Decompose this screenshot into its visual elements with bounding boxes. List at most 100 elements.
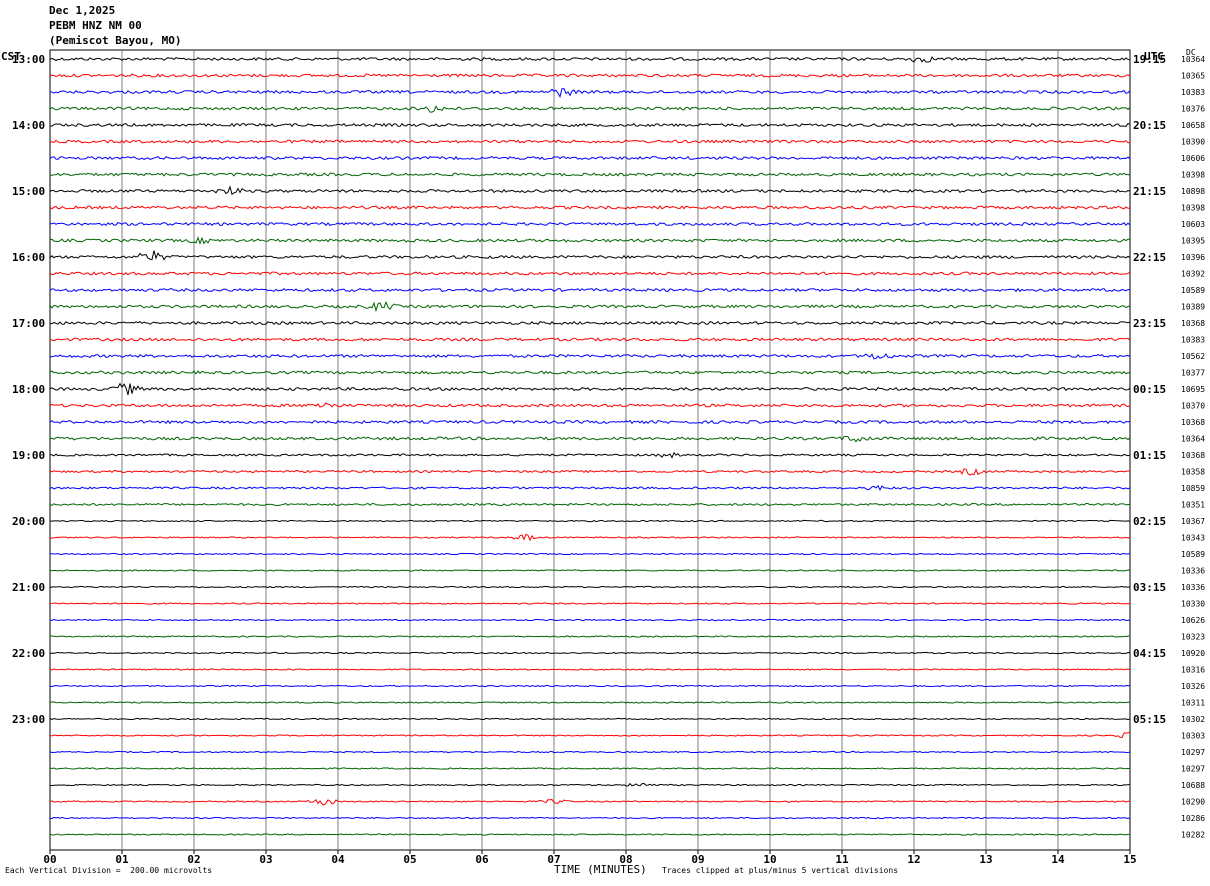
trace-2: [49, 88, 1131, 99]
dc-offset-11: 10395: [1181, 237, 1205, 246]
scale-note: Each Vertical Division = 200.00 microvol…: [5, 866, 213, 875]
x-tick-label-08: 08: [619, 853, 632, 866]
trace-5: [49, 139, 1131, 144]
trace-39: [49, 701, 1131, 704]
trace-22: [49, 419, 1131, 425]
dc-offset-34: 10626: [1181, 616, 1205, 625]
dc-offset-0: 10364: [1181, 55, 1205, 64]
trace-27: [49, 502, 1131, 507]
dc-offset-21: 10370: [1181, 402, 1205, 411]
dc-offset-29: 10343: [1181, 534, 1205, 543]
cst-hour-label-2: 15:00: [12, 185, 45, 198]
trace-44: [49, 782, 1131, 787]
cst-hour-label-9: 22:00: [12, 647, 45, 660]
cst-hour-label-3: 16:00: [12, 251, 45, 264]
trace-21: [49, 402, 1131, 408]
trace-26: [49, 484, 1131, 492]
trace-16: [49, 320, 1131, 326]
dc-offset-5: 10390: [1181, 138, 1205, 147]
dc-offset-15: 10389: [1181, 303, 1205, 312]
utc-hour-label-9: 04:15: [1133, 647, 1166, 660]
trace-33: [49, 602, 1131, 605]
trace-47: [49, 833, 1131, 836]
trace-12: [49, 250, 1131, 261]
trace-46: [49, 816, 1131, 820]
x-tick-label-10: 10: [763, 853, 776, 866]
plot-frame: [49, 49, 1131, 851]
dc-offset-37: 10316: [1181, 666, 1205, 675]
utc-axis-label: UTC: [1144, 50, 1164, 63]
station-location: (Pemiscot Bayou, MO): [49, 34, 182, 47]
dc-offset-13: 10392: [1181, 270, 1205, 279]
cst-hour-label-1: 14:00: [12, 119, 45, 132]
trace-24: [49, 451, 1131, 459]
trace-38: [49, 684, 1131, 688]
dc-offset-20: 10695: [1181, 385, 1205, 394]
dc-offset-28: 10367: [1181, 517, 1205, 526]
trace-28: [49, 519, 1131, 523]
dc-offset-7: 10398: [1181, 171, 1205, 180]
dc-offset-41: 10303: [1181, 732, 1205, 741]
trace-1: [49, 73, 1131, 78]
x-tick-label-13: 13: [979, 853, 992, 866]
x-tick-label-15: 15: [1123, 853, 1136, 866]
trace-43: [49, 767, 1131, 770]
dc-offset-4: 10658: [1181, 121, 1205, 130]
trace-29: [49, 533, 1131, 542]
trace-11: [49, 236, 1131, 246]
dc-offset-1: 10365: [1181, 72, 1205, 81]
trace-42: [49, 750, 1131, 754]
cst-hour-label-10: 23:00: [12, 713, 45, 726]
x-tick-label-14: 14: [1051, 853, 1065, 866]
cst-hour-label-0: 13:00: [12, 53, 45, 66]
utc-hour-label-3: 22:15: [1133, 251, 1166, 264]
trace-25: [49, 468, 1131, 476]
trace-23: [49, 435, 1131, 443]
utc-hour-label-10: 05:15: [1133, 713, 1166, 726]
x-tick-label-02: 02: [187, 853, 200, 866]
trace-7: [49, 172, 1131, 177]
utc-hour-label-6: 01:15: [1133, 449, 1166, 462]
trace-8: [49, 185, 1131, 196]
utc-hour-label-2: 21:15: [1133, 185, 1166, 198]
x-tick-label-09: 09: [691, 853, 704, 866]
dc-offset-30: 10589: [1181, 550, 1205, 559]
dc-offset-9: 10398: [1181, 204, 1205, 213]
dc-offset-38: 10326: [1181, 682, 1205, 691]
dc-offset-10: 10603: [1181, 220, 1205, 229]
dc-offset-44: 10688: [1181, 781, 1205, 790]
dc-offset-24: 10368: [1181, 451, 1205, 460]
trace-13: [49, 271, 1131, 276]
dc-offset-14: 10589: [1181, 286, 1205, 295]
clip-note: Traces clipped at plus/minus 5 vertical …: [662, 866, 899, 875]
trace-37: [49, 668, 1131, 671]
x-tick-label-06: 06: [475, 853, 489, 866]
dc-offset-23: 10364: [1181, 435, 1205, 444]
x-axis-title: TIME (MINUTES): [554, 863, 647, 876]
trace-3: [49, 105, 1131, 113]
trace-15: [49, 300, 1131, 313]
x-tick-label-12: 12: [907, 853, 920, 866]
dc-offset-32: 10336: [1181, 583, 1205, 592]
utc-hour-label-5: 00:15: [1133, 383, 1166, 396]
dc-offset-27: 10351: [1181, 501, 1205, 510]
dc-offset-40: 10302: [1181, 715, 1205, 724]
dc-offset-18: 10562: [1181, 352, 1205, 361]
x-tick-label-05: 05: [403, 853, 416, 866]
x-tick-label-00: 00: [43, 853, 56, 866]
trace-17: [49, 337, 1131, 342]
dc-offset-25: 10358: [1181, 468, 1205, 477]
cst-hour-label-6: 19:00: [12, 449, 45, 462]
trace-40: [49, 717, 1131, 721]
dc-offset-47: 10282: [1181, 831, 1205, 840]
dc-offset-19: 10377: [1181, 369, 1205, 378]
cst-hour-label-8: 21:00: [12, 581, 45, 594]
trace-14: [49, 287, 1131, 293]
station-code: PEBM HNZ NM 00: [49, 19, 142, 32]
trace-31: [49, 569, 1131, 572]
dc-offset-46: 10286: [1181, 814, 1205, 823]
trace-19: [49, 370, 1131, 375]
trace-45: [49, 798, 1131, 806]
utc-hour-label-0: 19:15: [1133, 53, 1166, 66]
